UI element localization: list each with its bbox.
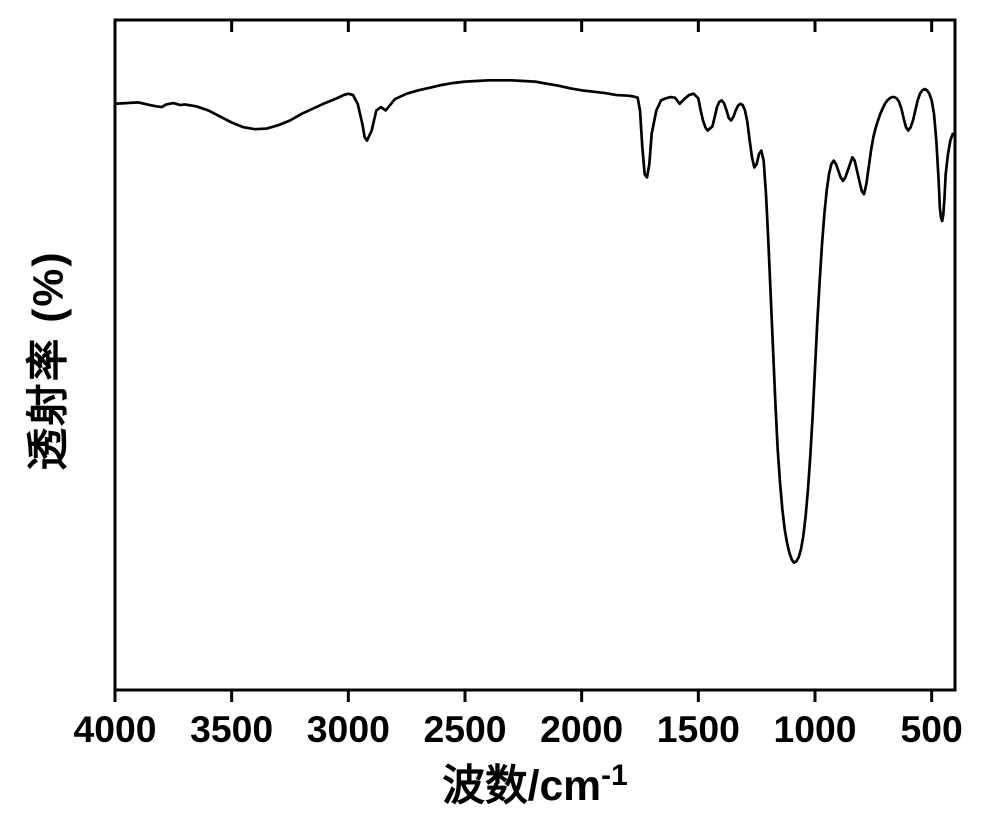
plot-area bbox=[115, 20, 955, 690]
y-axis-label-text: 透射率 (%) bbox=[25, 250, 73, 470]
ir-spectrum-figure: 透射率 (%) 波数/cm-1 4000 3500 3000 2500 2000 1500… bbox=[0, 0, 1000, 814]
plot-border bbox=[115, 20, 955, 690]
x-tick-label: 2000 bbox=[532, 708, 632, 751]
x-tick-label: 3000 bbox=[298, 708, 398, 751]
x-axis-label-superscript: -1 bbox=[601, 759, 628, 792]
x-tick-label: 2500 bbox=[415, 708, 515, 751]
x-tick-label: 1500 bbox=[648, 708, 748, 751]
x-tick-label: 3500 bbox=[182, 708, 282, 751]
y-axis-label: 透射率 (%) bbox=[15, 241, 76, 481]
x-tick-label: 4000 bbox=[65, 708, 165, 751]
x-tick-label: 500 bbox=[882, 708, 982, 751]
plot-svg bbox=[115, 20, 955, 720]
x-tick-label: 1000 bbox=[765, 708, 865, 751]
x-axis-label-text: 波数/cm bbox=[442, 762, 601, 810]
x-axis-label: 波数/cm-1 bbox=[385, 752, 685, 813]
